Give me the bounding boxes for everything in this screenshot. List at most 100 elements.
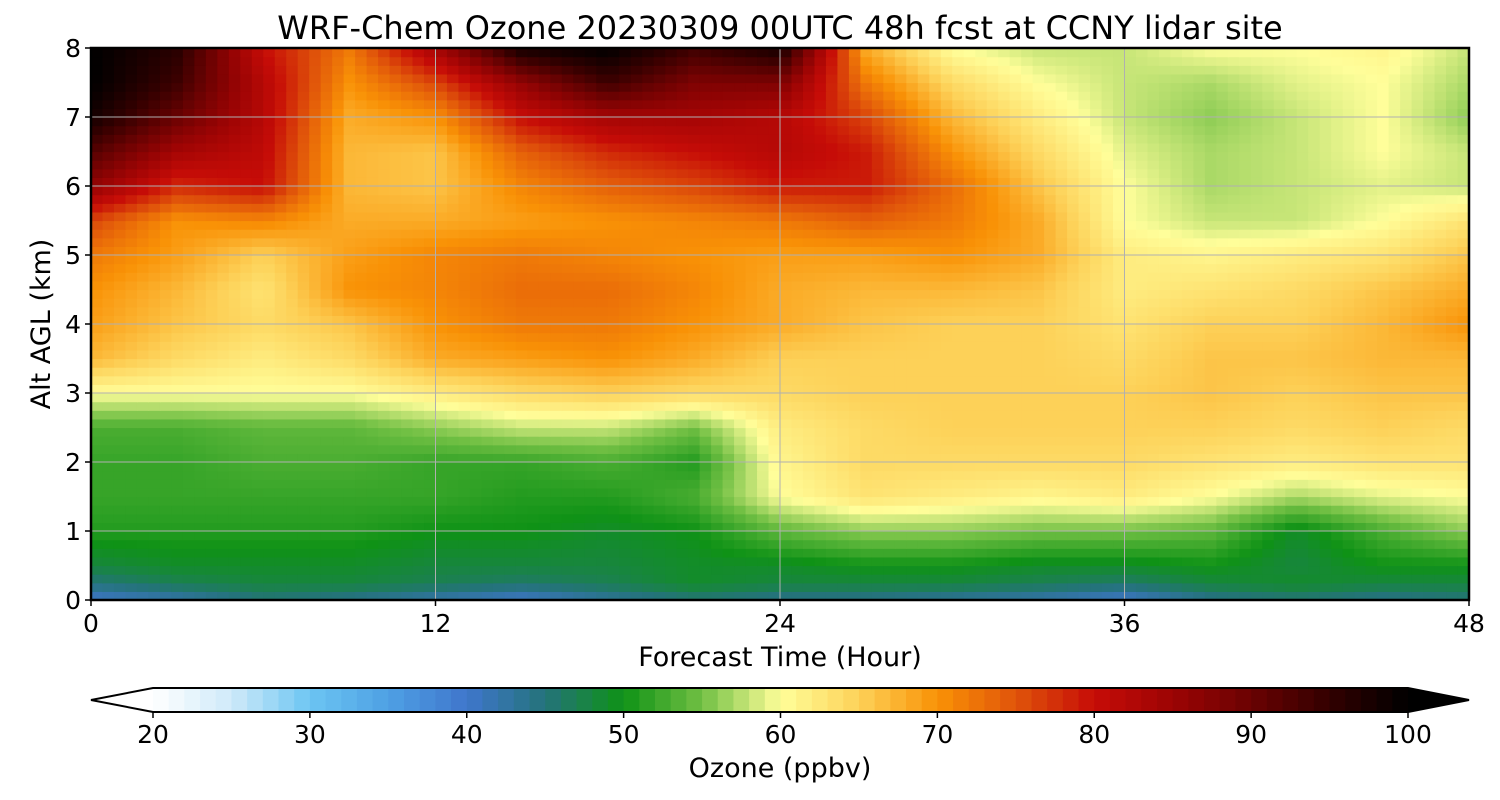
heatmap-cell (734, 427, 747, 437)
heatmap-cell (1239, 487, 1252, 498)
heatmap-cell (1067, 462, 1080, 472)
heatmap-cell (653, 375, 666, 385)
heatmap-cell (1147, 522, 1160, 532)
heatmap-cell (1032, 349, 1045, 360)
heatmap-cell (320, 496, 333, 506)
heatmap-cell (102, 591, 115, 600)
heatmap-cell (757, 306, 770, 316)
heatmap-cell (412, 332, 425, 342)
heatmap-cell (504, 539, 517, 549)
heatmap-cell (1423, 531, 1436, 541)
heatmap-cell (1147, 462, 1160, 472)
heatmap-cell (1331, 453, 1344, 463)
heatmap-cell (1377, 401, 1390, 411)
heatmap-cell (1044, 539, 1057, 549)
heatmap-cell (607, 548, 620, 558)
heatmap-cell (745, 591, 758, 600)
heatmap-cell (745, 427, 758, 437)
heatmap-cell (768, 393, 781, 403)
heatmap-cell (527, 565, 540, 575)
heatmap-cell (538, 401, 551, 411)
heatmap-cell (309, 315, 322, 325)
heatmap-cell (401, 393, 414, 403)
heatmap-cell (182, 453, 195, 463)
heatmap-cell (1227, 522, 1240, 532)
heatmap-cell (1446, 306, 1459, 316)
heatmap-cell (1423, 341, 1436, 351)
heatmap-cell (688, 487, 701, 498)
heatmap-cell (366, 548, 379, 558)
heatmap-cell (642, 280, 655, 291)
heatmap-cell (791, 289, 804, 299)
heatmap-cell (1285, 418, 1298, 429)
heatmap-cell (871, 410, 884, 420)
heatmap-cell (492, 255, 505, 265)
heatmap-cell (102, 246, 115, 256)
heatmap-cell (734, 246, 747, 256)
heatmap-cell (251, 522, 264, 532)
heatmap-cell (1296, 384, 1309, 394)
heatmap-cell (401, 427, 414, 437)
heatmap-cell (538, 470, 551, 480)
heatmap-cell (1101, 539, 1114, 549)
heatmap-cell (745, 367, 758, 377)
heatmap-cell (228, 237, 241, 247)
heatmap-cell (286, 418, 299, 429)
heatmap-cell (1101, 531, 1114, 541)
heatmap-cell (642, 556, 655, 567)
heatmap-cell (757, 496, 770, 506)
heatmap-cell (1446, 444, 1459, 454)
heatmap-cell (607, 237, 620, 247)
heatmap-cell (91, 479, 104, 489)
heatmap-cell (1308, 332, 1321, 342)
heatmap-cell (1216, 539, 1229, 549)
heatmap-cell (515, 444, 528, 454)
heatmap-cell (171, 496, 184, 506)
heatmap-cell (745, 255, 758, 265)
heatmap-cell (274, 470, 287, 480)
heatmap-cell (1181, 539, 1194, 549)
heatmap-cell (1239, 462, 1252, 472)
heatmap-cell (1021, 393, 1034, 403)
heatmap-cell (963, 548, 976, 558)
heatmap-cell (1319, 444, 1332, 454)
heatmap-cell (217, 246, 230, 256)
heatmap-cell (894, 255, 907, 265)
heatmap-cell (1388, 367, 1401, 377)
heatmap-cell (929, 341, 942, 351)
heatmap-cell (653, 367, 666, 377)
heatmap-cell (1400, 272, 1413, 282)
heatmap-cell (676, 306, 689, 316)
heatmap-cell (745, 332, 758, 342)
heatmap-cell (929, 315, 942, 325)
heatmap-cell (975, 358, 988, 368)
heatmap-cell (1388, 272, 1401, 282)
heatmap-cell (263, 306, 276, 316)
heatmap-cell (929, 522, 942, 532)
heatmap-cell (113, 272, 127, 282)
heatmap-cell (1331, 315, 1344, 325)
heatmap-cell (1021, 418, 1034, 429)
heatmap-cell (1090, 427, 1103, 437)
heatmap-cell (1193, 349, 1206, 360)
heatmap-cell (332, 349, 345, 360)
heatmap-cell (1067, 574, 1080, 584)
heatmap-cell (1434, 522, 1447, 532)
heatmap-cell (504, 324, 517, 334)
heatmap-cell (435, 522, 448, 532)
heatmap-cell (929, 462, 942, 472)
heatmap-cell (309, 548, 322, 558)
heatmap-cell (1400, 531, 1413, 541)
heatmap-cell (182, 289, 195, 299)
heatmap-cell (1181, 548, 1194, 558)
heatmap-cell (297, 401, 310, 411)
heatmap-cell (492, 470, 505, 480)
heatmap-cell (389, 306, 402, 316)
heatmap-cell (1170, 479, 1183, 489)
heatmap-cell (837, 487, 850, 498)
heatmap-cell (1377, 487, 1390, 498)
heatmap-cell (1319, 246, 1332, 256)
heatmap-cell (309, 384, 322, 394)
heatmap-cell (1262, 513, 1275, 523)
heatmap-cell (297, 298, 310, 308)
